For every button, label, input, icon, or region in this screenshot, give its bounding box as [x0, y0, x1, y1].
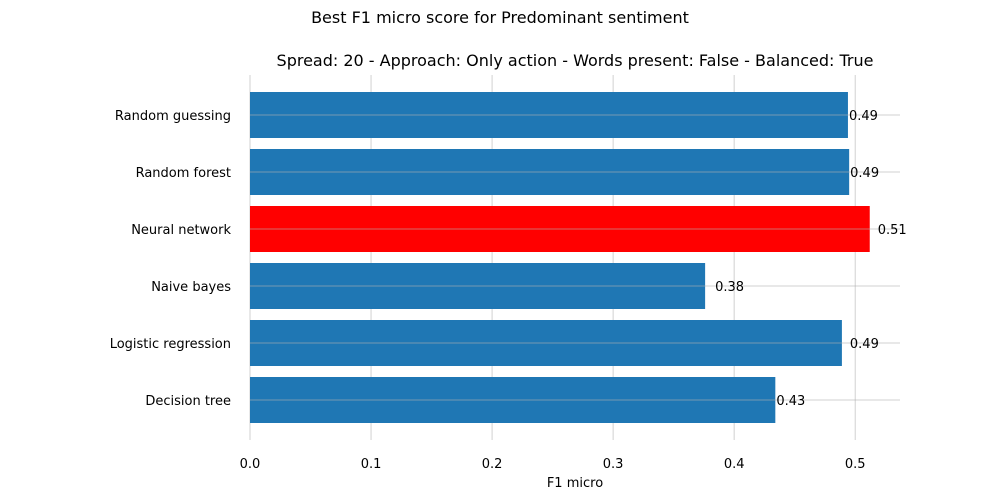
y-tick-label: Random guessing — [115, 109, 231, 124]
y-tick-label: Random forest — [136, 166, 231, 181]
x-tick-label: 0.4 — [724, 457, 745, 472]
y-axis-tick-labels: Random guessing Random forest Neural netwo… — [110, 109, 232, 409]
value-label: 0.38 — [715, 280, 744, 295]
value-label: 0.51 — [878, 223, 907, 238]
bars — [250, 92, 870, 423]
value-label: 0.49 — [850, 166, 879, 181]
value-label: 0.49 — [850, 337, 879, 352]
x-axis-label: F1 micro — [547, 476, 603, 491]
x-axis-tick-labels: 0.0 0.1 0.2 0.3 0.4 0.5 — [240, 457, 866, 472]
x-tick-label: 0.0 — [240, 457, 261, 472]
y-tick-label: Logistic regression — [110, 337, 231, 352]
value-labels: 0.49 0.49 0.51 0.38 0.49 0.43 — [715, 109, 907, 409]
value-label: 0.43 — [776, 394, 805, 409]
y-tick-label: Decision tree — [145, 394, 231, 409]
value-label: 0.49 — [849, 109, 878, 124]
y-tick-label: Naive bayes — [151, 280, 231, 295]
figure-title: Best F1 micro score for Predominant sent… — [311, 8, 689, 27]
x-tick-label: 0.1 — [361, 457, 382, 472]
horizontal-grid — [250, 114, 900, 401]
chart-subtitle: Spread: 20 - Approach: Only action - Wor… — [276, 51, 874, 70]
x-tick-label: 0.2 — [482, 457, 503, 472]
y-tick-label: Neural network — [131, 223, 231, 238]
x-tick-label: 0.3 — [603, 457, 624, 472]
x-tick-label: 0.5 — [845, 457, 866, 472]
